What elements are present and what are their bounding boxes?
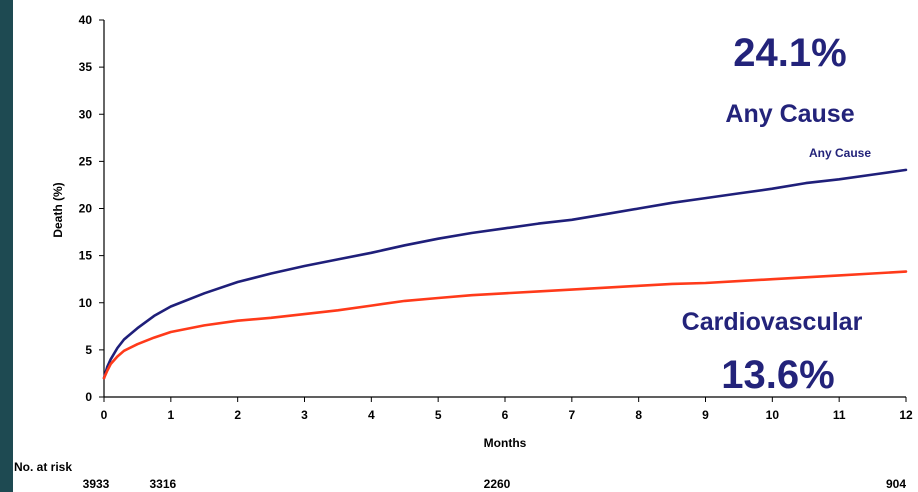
cardiovascular-percent: 13.6% bbox=[721, 353, 834, 397]
x-tick-label: 12 bbox=[899, 408, 913, 422]
any-cause-percent: 24.1% bbox=[733, 31, 846, 75]
series-line-any-cause bbox=[102, 168, 908, 380]
x-tick-label: 9 bbox=[702, 408, 709, 422]
any-cause-series-label: Any Cause bbox=[809, 146, 871, 160]
x-tick-label: 10 bbox=[766, 408, 780, 422]
y-tick-label: 5 bbox=[85, 343, 92, 357]
x-tick-label: 3 bbox=[301, 408, 308, 422]
x-tick-label: 2 bbox=[234, 408, 241, 422]
at-risk-value: 3316 bbox=[149, 477, 176, 491]
y-tick-label: 25 bbox=[79, 154, 93, 168]
y-tick-label: 35 bbox=[79, 60, 93, 74]
y-axis-ticks: 0 5 10 15 20 25 30 35 40 bbox=[79, 13, 104, 404]
cardiovascular-label: Cardiovascular bbox=[682, 308, 863, 336]
x-tick-label: 0 bbox=[101, 408, 108, 422]
y-tick-label: 30 bbox=[79, 107, 93, 121]
y-tick-label: 40 bbox=[79, 13, 93, 27]
x-tick-label: 6 bbox=[502, 408, 509, 422]
x-tick-label: 11 bbox=[833, 408, 846, 422]
y-axis-title: Death (%) bbox=[51, 182, 65, 237]
at-risk-value: 904 bbox=[886, 477, 906, 491]
x-axis-title: Months bbox=[484, 436, 527, 450]
slide-sidebar-bar bbox=[0, 0, 13, 492]
x-tick-label: 5 bbox=[435, 408, 442, 422]
series-group bbox=[102, 168, 908, 380]
x-tick-label: 1 bbox=[167, 408, 174, 422]
y-tick-label: 10 bbox=[79, 296, 93, 310]
at-risk-value: 3933 bbox=[83, 477, 110, 491]
x-tick-label: 8 bbox=[635, 408, 642, 422]
at-risk-value: 2260 bbox=[484, 477, 511, 491]
series-line-cardiovascular bbox=[102, 270, 908, 380]
at-risk-title: No. at risk bbox=[14, 460, 72, 474]
y-tick-label: 0 bbox=[85, 390, 92, 404]
x-axis-ticks: 0 1 2 3 4 5 6 7 8 9 10 11 12 bbox=[101, 397, 913, 422]
at-risk-values: 3933 3316 2260 904 bbox=[83, 477, 907, 491]
any-cause-label: Any Cause bbox=[725, 100, 854, 128]
y-tick-label: 15 bbox=[79, 249, 93, 263]
y-tick-label: 20 bbox=[79, 202, 93, 216]
x-tick-label: 7 bbox=[568, 408, 575, 422]
x-tick-label: 4 bbox=[368, 408, 375, 422]
